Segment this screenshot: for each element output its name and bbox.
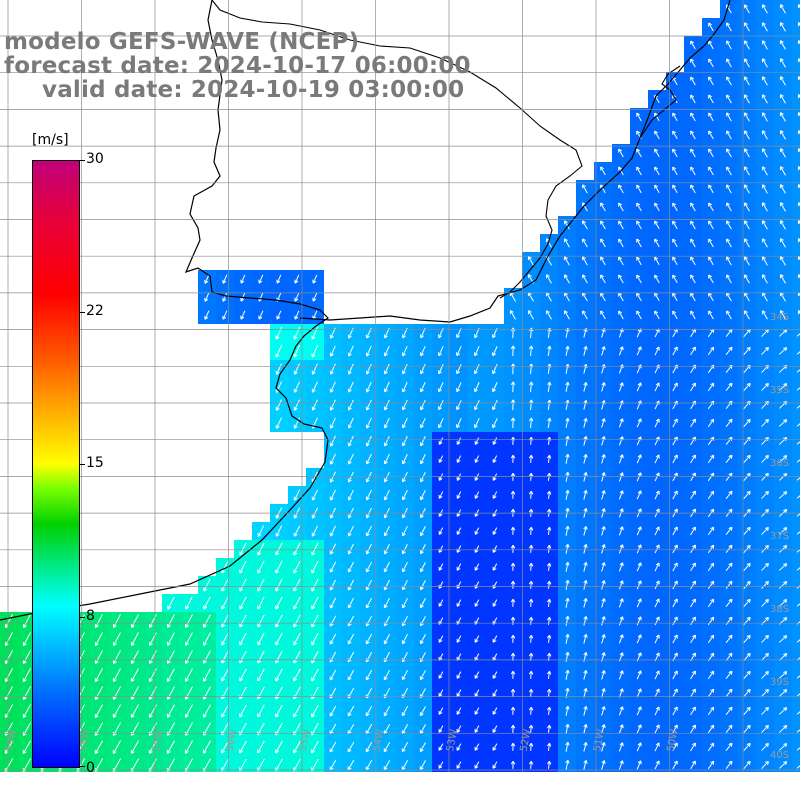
- wind-cell: [792, 522, 800, 540]
- valid-date: valid date: 2024-10-19 03:00:00: [4, 78, 471, 102]
- wind-cell: [792, 432, 800, 450]
- colorbar-tickmark: [79, 312, 85, 313]
- colorbar-unit: [m/s]: [32, 132, 69, 148]
- wind-cell: [792, 216, 800, 234]
- colorbar-tickmark: [79, 464, 85, 465]
- wind-cell: [792, 144, 800, 162]
- wind-cell: [792, 396, 800, 414]
- colorbar-tickmark: [79, 766, 85, 767]
- wind-cell: [792, 54, 800, 72]
- wind-cell: [792, 360, 800, 378]
- wind-cell: [792, 558, 800, 576]
- colorbar-tickmark: [79, 617, 85, 618]
- wind-cell: [792, 36, 800, 54]
- colorbar-tick-label: 30: [86, 151, 104, 167]
- latitude-label: 36S: [770, 458, 789, 469]
- latitude-label: 40S: [770, 750, 789, 761]
- wind-cell: [792, 702, 800, 720]
- colorbar-tick-label: 0: [86, 760, 95, 776]
- wind-cell: [792, 270, 800, 288]
- wind-cell: [792, 234, 800, 252]
- wind-cell: [792, 126, 800, 144]
- wind-cell: [792, 0, 800, 18]
- wind-cell: [792, 648, 800, 666]
- wind-cell: [792, 378, 800, 396]
- wind-cell: [792, 198, 800, 216]
- wind-cell: [792, 108, 800, 126]
- wind-cell: [792, 612, 800, 630]
- latitude-label: 34S: [770, 312, 789, 323]
- wind-cell: [792, 576, 800, 594]
- wind-cell: [792, 18, 800, 36]
- wind-cell: [792, 450, 800, 468]
- colorbar: [32, 160, 80, 768]
- wind-cell: [792, 756, 800, 774]
- wind-cell: [792, 738, 800, 756]
- wind-cell: [792, 72, 800, 90]
- model-title: modelo GEFS-WAVE (NCEP): [4, 30, 471, 54]
- forecast-date: forecast date: 2024-10-17 06:00:00: [4, 54, 471, 78]
- colorbar-tick-label: 15: [86, 455, 104, 471]
- latitude-label: 37S: [770, 531, 789, 542]
- wind-cell: [792, 288, 800, 306]
- wind-cell: [792, 324, 800, 342]
- wind-cell: [792, 630, 800, 648]
- wind-cell: [792, 162, 800, 180]
- wind-cell: [792, 684, 800, 702]
- colorbar-tick-label: 8: [86, 608, 95, 624]
- wind-cell: [792, 666, 800, 684]
- map-title: modelo GEFS-WAVE (NCEP) forecast date: 2…: [4, 30, 471, 102]
- map-bottom-margin: [0, 772, 800, 800]
- wind-cell: [792, 342, 800, 360]
- wind-cell: [792, 540, 800, 558]
- wind-cell: [792, 90, 800, 108]
- wind-cell: [792, 414, 800, 432]
- wind-cell: [792, 720, 800, 738]
- wind-cell: [792, 468, 800, 486]
- wind-cell: [792, 594, 800, 612]
- wind-cell: [792, 306, 800, 324]
- latitude-label: 39S: [770, 677, 789, 688]
- wind-cell: [792, 252, 800, 270]
- colorbar-tickmark: [79, 160, 85, 161]
- wind-cell: [792, 486, 800, 504]
- colorbar-tick-label: 22: [86, 303, 104, 319]
- latitude-label: 38S: [770, 604, 789, 615]
- latitude-label: 35S: [770, 385, 789, 396]
